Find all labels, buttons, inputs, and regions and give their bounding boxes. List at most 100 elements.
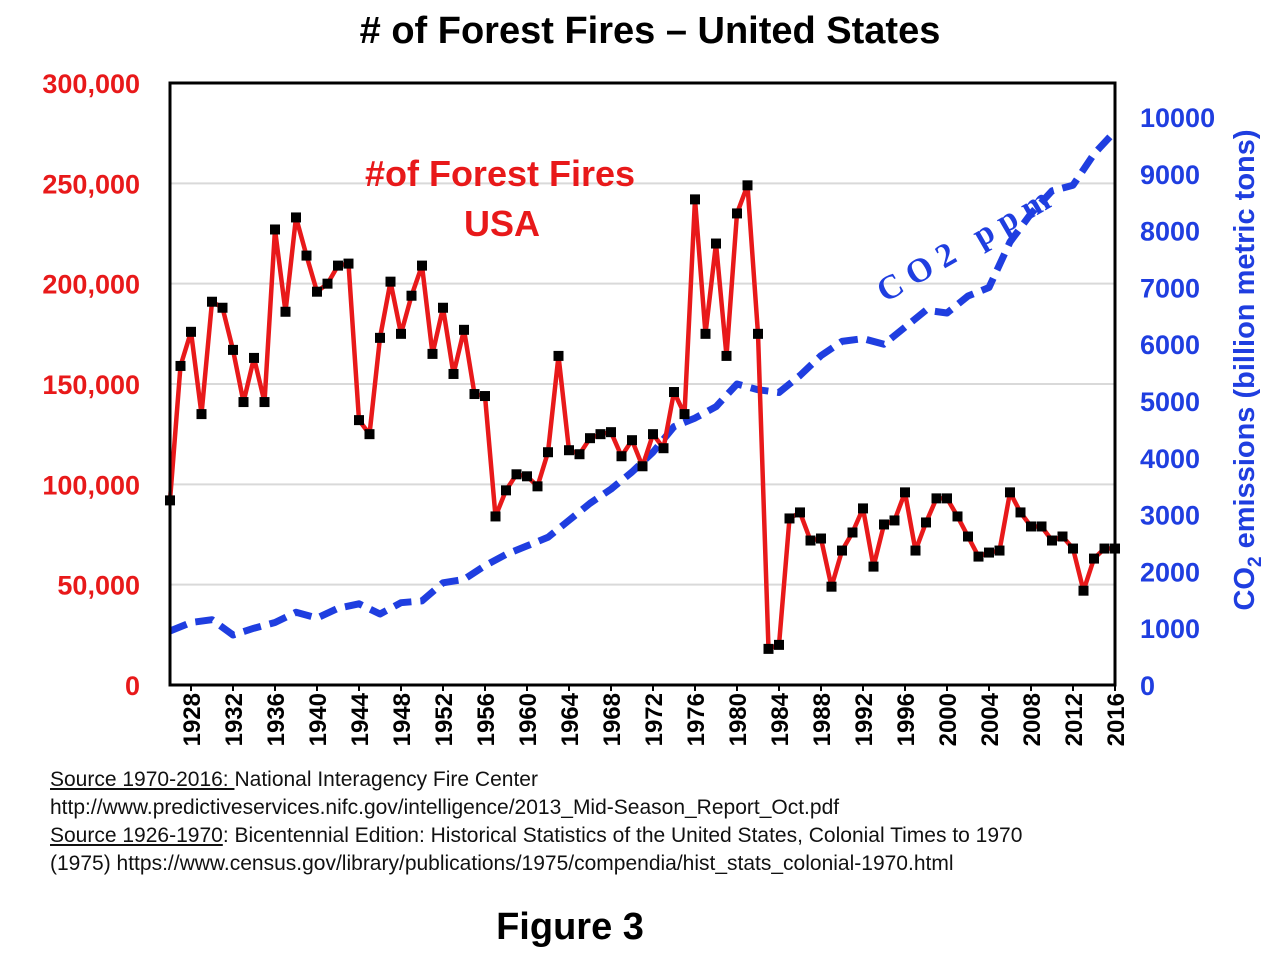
- fires-point: [627, 435, 637, 446]
- fires-point: [396, 328, 406, 339]
- right-tick-label: 10000: [1140, 103, 1215, 133]
- fires-point: [942, 493, 952, 504]
- x-tick-label: 1952: [431, 693, 458, 746]
- source-line-3: Source 1926-1970: Bicentennial Edition: …: [50, 822, 1022, 850]
- fires-point: [312, 286, 322, 297]
- fires-point: [1036, 521, 1047, 532]
- x-tick-label: 1944: [347, 692, 374, 746]
- fires-point: [826, 581, 837, 592]
- co2-annotation: C O 2 p p m: [871, 181, 1057, 310]
- fires-point: [448, 368, 459, 379]
- fires-point: [690, 194, 700, 205]
- figure-label: Figure 3: [496, 906, 644, 948]
- x-tick-label: 1948: [389, 693, 416, 746]
- fires-point: [900, 487, 910, 498]
- chart-title: # of Forest Fires – United States: [359, 10, 941, 52]
- fires-point: [721, 350, 732, 361]
- x-tick-label: 1928: [179, 693, 206, 746]
- fires-point: [1026, 521, 1036, 532]
- fires-series: [165, 180, 1120, 654]
- fires-point: [249, 352, 259, 363]
- fires-point: [973, 551, 984, 562]
- right-axis-label-sub: 2: [1245, 556, 1266, 567]
- source-1970-text: National Interagency Fire Center: [234, 768, 538, 791]
- fires-point: [186, 326, 196, 337]
- fires-point: [669, 387, 679, 398]
- co2-line: [168, 128, 1118, 639]
- fires-point: [196, 409, 207, 420]
- fires-point: [238, 397, 249, 408]
- gridlines: [170, 82, 1115, 586]
- fires-point: [595, 429, 606, 440]
- fires-point: [543, 447, 553, 458]
- fires-point: [753, 328, 763, 339]
- co2-series: [168, 128, 1118, 639]
- x-tick-label: 1988: [809, 693, 836, 746]
- x-tick-label: 1936: [263, 693, 290, 746]
- left-tick-label: 300,000: [42, 69, 140, 99]
- x-tick-label: 1956: [473, 693, 500, 746]
- fires-point: [1099, 543, 1110, 554]
- x-tick-label: 1996: [893, 693, 920, 746]
- fires-point: [910, 545, 921, 556]
- left-tick-label: 0: [125, 671, 140, 701]
- fires-point: [616, 451, 627, 462]
- fires-point: [301, 250, 312, 261]
- right-tick-label: 1000: [1140, 614, 1200, 644]
- fires-point: [868, 561, 879, 572]
- source-1970-label: Source 1970-2016:: [50, 768, 235, 791]
- fires-point: [259, 397, 270, 408]
- fires-point: [417, 260, 427, 271]
- fires-point: [207, 296, 217, 307]
- x-tick-label: 1960: [515, 693, 542, 746]
- fires-point: [606, 427, 616, 438]
- fires-point: [1078, 585, 1089, 596]
- plot-frame: [168, 81, 1117, 687]
- x-tick-label: 1980: [725, 693, 752, 746]
- x-tick-label: 1932: [221, 693, 248, 746]
- fires-point: [406, 290, 417, 301]
- fires-point: [459, 324, 469, 335]
- fires-point: [553, 350, 564, 361]
- left-tick-label: 250,000: [42, 169, 140, 199]
- fires-point: [480, 391, 490, 402]
- fires-point: [784, 513, 795, 524]
- fires-point: [984, 547, 994, 558]
- x-tick-label: 2004: [977, 692, 1004, 746]
- fires-point: [291, 212, 301, 223]
- fires-point: [217, 302, 228, 313]
- right-tick-label: 2000: [1140, 557, 1200, 587]
- x-tick-label: 1940: [305, 693, 332, 746]
- right-tick-label: 7000: [1140, 273, 1200, 303]
- fires-point: [333, 260, 343, 271]
- fires-point: [228, 344, 238, 355]
- right-tick-label: 0: [1140, 671, 1155, 701]
- fires-point: [679, 409, 690, 420]
- source-line-2: http://www.predictiveservices.nifc.gov/i…: [50, 796, 840, 819]
- fires-point: [175, 360, 186, 371]
- left-axis: 0 50,000 100,000 150,000 200,000 250,000 300,0…: [42, 69, 140, 701]
- fires-point: [385, 276, 396, 287]
- fires-point: [427, 348, 438, 359]
- fires-point: [921, 517, 931, 528]
- right-axis-label-rest: emissions (billion metric tons): [1229, 129, 1261, 556]
- fires-point: [732, 208, 742, 219]
- source-line-4: (1975) https://www.census.gov/library/pu…: [50, 852, 954, 875]
- right-tick-label: 8000: [1140, 217, 1200, 247]
- fires-point: [532, 481, 543, 492]
- fires-point: [522, 471, 532, 482]
- fires-point: [837, 545, 847, 556]
- source-1926-label: Source 1926-1970: [50, 824, 223, 847]
- fires-point: [1068, 543, 1078, 554]
- fires-point: [994, 545, 1005, 556]
- fires-point: [574, 449, 585, 460]
- fires-point: [375, 332, 385, 343]
- fires-point: [879, 519, 889, 530]
- fires-point: [816, 533, 826, 544]
- right-axis-label-main: CO: [1229, 567, 1261, 611]
- right-tick-label: 6000: [1140, 330, 1200, 360]
- x-tick-label: 1976: [683, 693, 710, 746]
- fires-annotation-line1: #of Forest Fires: [365, 153, 635, 194]
- x-tick-label: 1992: [851, 693, 878, 746]
- x-tick-label: 2012: [1061, 693, 1088, 746]
